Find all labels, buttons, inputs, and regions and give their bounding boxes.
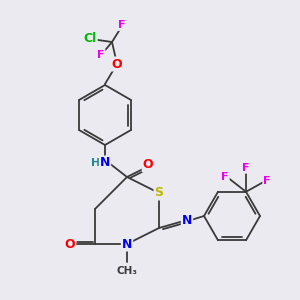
Text: O: O: [143, 158, 153, 172]
Text: S: S: [154, 187, 164, 200]
Text: N: N: [182, 214, 192, 226]
Text: CH₃: CH₃: [116, 266, 137, 276]
Text: F: F: [263, 176, 271, 186]
Text: F: F: [242, 163, 250, 173]
Text: F: F: [97, 50, 105, 60]
Text: Cl: Cl: [83, 32, 97, 44]
Text: H: H: [92, 158, 100, 168]
Text: N: N: [122, 238, 132, 250]
Text: F: F: [221, 172, 229, 182]
Text: O: O: [112, 58, 122, 70]
Text: N: N: [100, 157, 110, 169]
Text: O: O: [65, 238, 75, 250]
Text: F: F: [118, 20, 126, 30]
